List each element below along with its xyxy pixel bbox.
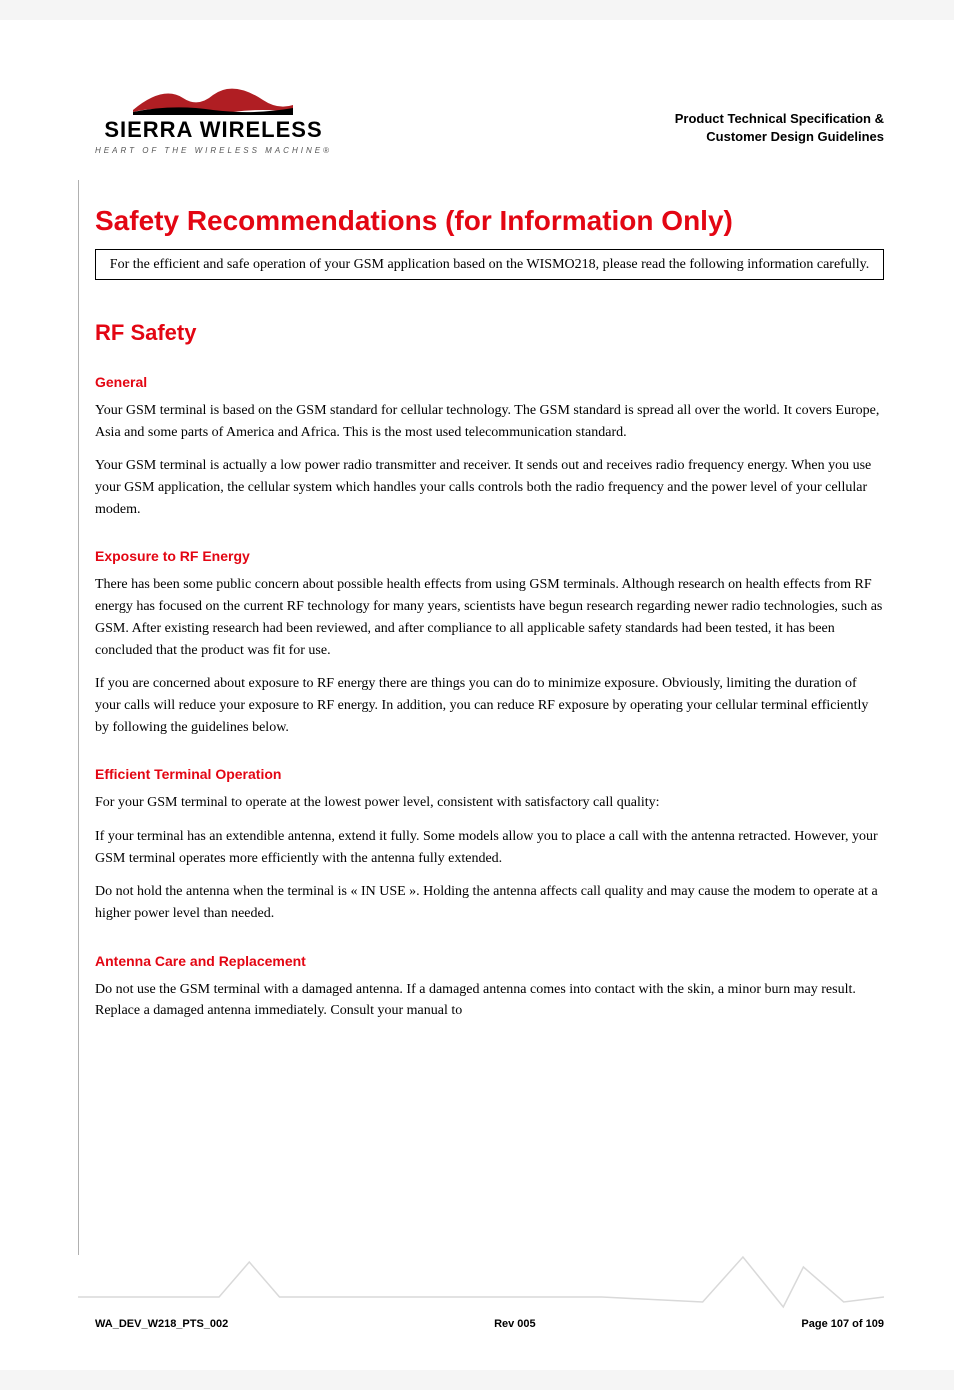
page-title: Safety Recommendations (for Information … (95, 205, 884, 237)
footer-page-number: Page 107 of 109 (801, 1318, 884, 1330)
antenna-p1: Do not use the GSM terminal with a damag… (95, 979, 884, 1022)
page-header: SIERRA WIRELESS HEART OF THE WIRELESS MA… (95, 80, 884, 155)
footer-wave-decoration (78, 1252, 884, 1312)
subsection-efficient-heading: Efficient Terminal Operation (95, 766, 884, 782)
exposure-p2: If you are concerned about exposure to R… (95, 673, 884, 738)
left-vertical-rule (78, 180, 79, 1255)
logo-mountain-icon (123, 80, 303, 115)
header-doc-title: Product Technical Specification & Custom… (675, 110, 884, 146)
general-p1: Your GSM terminal is based on the GSM st… (95, 400, 884, 443)
efficient-p2: If your terminal has an extendible anten… (95, 826, 884, 869)
page: SIERRA WIRELESS HEART OF THE WIRELESS MA… (0, 20, 954, 1370)
footer-revision: Rev 005 (494, 1318, 536, 1330)
footer-doc-id: WA_DEV_W218_PTS_002 (95, 1318, 228, 1330)
general-p2: Your GSM terminal is actually a low powe… (95, 455, 884, 520)
section-rf-safety-heading: RF Safety (95, 320, 884, 346)
page-footer: WA_DEV_W218_PTS_002 Rev 005 Page 107 of … (95, 1318, 884, 1330)
logo-block: SIERRA WIRELESS HEART OF THE WIRELESS MA… (95, 80, 332, 155)
logo-brand-text: SIERRA WIRELESS (104, 117, 322, 143)
header-line-2: Customer Design Guidelines (675, 128, 884, 146)
header-line-1: Product Technical Specification & (675, 110, 884, 128)
logo-tagline-text: HEART OF THE WIRELESS MACHINE® (95, 146, 332, 155)
subsection-antenna-heading: Antenna Care and Replacement (95, 953, 884, 969)
efficient-p3: Do not hold the antenna when the termina… (95, 881, 884, 924)
intro-box: For the efficient and safe operation of … (95, 249, 884, 280)
efficient-p1: For your GSM terminal to operate at the … (95, 792, 884, 814)
subsection-exposure-heading: Exposure to RF Energy (95, 548, 884, 564)
subsection-general-heading: General (95, 374, 884, 390)
exposure-p1: There has been some public concern about… (95, 574, 884, 661)
